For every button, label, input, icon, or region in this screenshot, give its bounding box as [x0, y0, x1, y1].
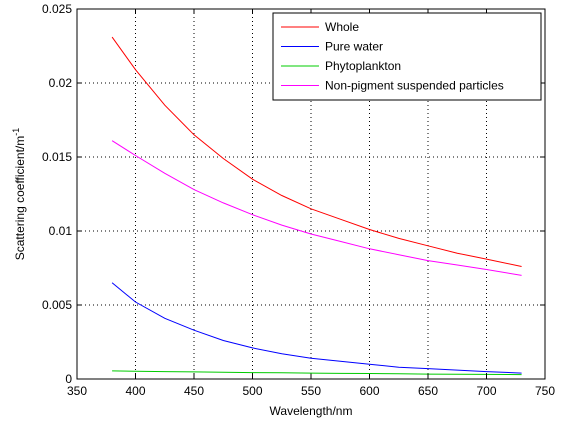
legend-label: Pure water — [325, 40, 383, 54]
y-tick-label: 0.02 — [49, 76, 73, 90]
x-tick-label: 600 — [359, 384, 379, 398]
y-tick-label: 0 — [65, 372, 72, 386]
y-tick-label: 0.015 — [42, 150, 72, 164]
series-line-whole — [111, 36, 522, 267]
y-tick-label: 0.005 — [42, 298, 72, 312]
y-tick-labels: 0 0.005 0.01 0.015 0.02 0.025 — [42, 2, 72, 386]
x-tick-label: 400 — [125, 384, 145, 398]
y-axis-label-superscript: -1 — [11, 128, 21, 136]
series-line-pure-water — [111, 282, 522, 374]
legend-label: Whole — [325, 20, 359, 34]
x-tick-label: 750 — [535, 384, 555, 398]
legend-entry: Non-pigment suspended particles — [281, 79, 504, 93]
legend-entry: Whole — [281, 20, 359, 34]
legend: Whole Pure water Phytoplankton Non-pigment … — [272, 12, 542, 101]
legend-label: Non-pigment suspended particles — [325, 79, 504, 93]
series-line-phytoplankton — [112, 370, 522, 376]
y-tick-label: 0.01 — [49, 224, 73, 238]
x-tick-labels: 350 400 450 500 550 600 650 700 750 — [67, 384, 555, 398]
legend-entry: Pure water — [281, 40, 383, 54]
x-tick-label: 450 — [184, 384, 204, 398]
x-tick-label: 700 — [476, 384, 496, 398]
x-tick-label: 550 — [301, 384, 321, 398]
grid-layer — [77, 9, 545, 379]
x-tick-label: 350 — [67, 384, 87, 398]
series-line-non-pigment-suspended-particles — [111, 140, 522, 276]
legend-entry: Phytoplankton — [281, 59, 401, 73]
y-axis-label: Scattering coefficient/m-1 — [11, 128, 27, 261]
series-layer — [111, 36, 522, 376]
x-tick-label: 650 — [418, 384, 438, 398]
legend-entries: Whole Pure water Phytoplankton Non-pigment … — [281, 20, 504, 93]
legend-label: Phytoplankton — [325, 59, 401, 73]
x-tick-label: 500 — [242, 384, 262, 398]
y-tick-label: 0.025 — [42, 2, 72, 16]
y-axis-label-main: Scattering coefficient/m — [13, 136, 27, 261]
x-axis-label: Wavelength/nm — [270, 404, 353, 418]
